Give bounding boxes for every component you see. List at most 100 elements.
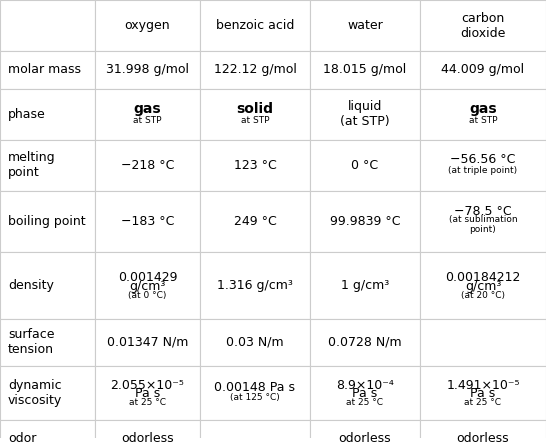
Bar	[0, 89, 95, 140]
Text: benzoic acid: benzoic acid	[216, 19, 294, 32]
Text: solid: solid	[236, 102, 274, 116]
Text: density: density	[8, 279, 54, 292]
Bar	[95, 252, 200, 319]
Text: odor: odor	[8, 432, 37, 445]
Text: 249 °C: 249 °C	[234, 215, 276, 228]
Text: (at triple point): (at triple point)	[448, 166, 518, 175]
Text: Pa s: Pa s	[135, 388, 160, 400]
Bar	[95, 191, 200, 252]
Text: 1 g/cm³: 1 g/cm³	[341, 279, 389, 292]
Bar	[420, 51, 546, 89]
Bar	[310, 51, 420, 89]
Bar	[200, 252, 310, 319]
Text: 18.015 g/mol: 18.015 g/mol	[323, 63, 407, 77]
Text: melting
point: melting point	[8, 151, 56, 179]
Text: at 25 °C: at 25 °C	[129, 398, 166, 407]
Text: −56.56 °C: −56.56 °C	[450, 153, 515, 166]
Text: at STP: at STP	[469, 116, 497, 125]
Bar	[310, 191, 420, 252]
Bar	[0, 420, 95, 445]
Text: surface
tension: surface tension	[8, 328, 55, 356]
Bar	[0, 140, 95, 191]
Text: 122.12 g/mol: 122.12 g/mol	[213, 63, 296, 77]
Bar	[200, 191, 310, 252]
Text: Pa s: Pa s	[352, 388, 378, 400]
Text: dynamic
viscosity: dynamic viscosity	[8, 379, 62, 407]
Text: 2.055×10⁻⁵: 2.055×10⁻⁵	[110, 379, 185, 392]
Bar	[0, 51, 95, 89]
Text: 0.00184212: 0.00184212	[446, 271, 521, 284]
Bar	[95, 0, 200, 51]
Bar	[310, 319, 420, 366]
Text: 0.00148 Pa s: 0.00148 Pa s	[215, 380, 295, 393]
Text: at STP: at STP	[133, 116, 162, 125]
Text: water: water	[347, 19, 383, 32]
Text: carbon
dioxide: carbon dioxide	[460, 12, 506, 40]
Bar	[200, 89, 310, 140]
Bar	[420, 191, 546, 252]
Text: (at sublimation
point): (at sublimation point)	[449, 214, 517, 234]
Bar	[420, 252, 546, 319]
Bar	[200, 51, 310, 89]
Text: 0 °C: 0 °C	[352, 159, 378, 172]
Text: odorless: odorless	[121, 432, 174, 445]
Bar	[95, 51, 200, 89]
Text: gas: gas	[469, 102, 497, 116]
Text: liquid
(at STP): liquid (at STP)	[340, 100, 390, 128]
Text: g/cm³: g/cm³	[129, 280, 165, 293]
Bar	[200, 420, 310, 445]
Text: g/cm³: g/cm³	[465, 280, 501, 293]
Text: 8.9×10⁻⁴: 8.9×10⁻⁴	[336, 379, 394, 392]
Bar	[310, 89, 420, 140]
Bar	[420, 140, 546, 191]
Bar	[420, 420, 546, 445]
Text: 44.009 g/mol: 44.009 g/mol	[441, 63, 525, 77]
Bar	[200, 140, 310, 191]
Bar	[200, 0, 310, 51]
Text: (at 20 °C): (at 20 °C)	[461, 291, 505, 299]
Text: −183 °C: −183 °C	[121, 215, 174, 228]
Text: 1.316 g/cm³: 1.316 g/cm³	[217, 279, 293, 292]
Bar	[310, 140, 420, 191]
Bar	[310, 252, 420, 319]
Bar	[0, 366, 95, 420]
Bar	[420, 0, 546, 51]
Text: at 25 °C: at 25 °C	[347, 398, 383, 407]
Bar	[200, 366, 310, 420]
Bar	[0, 191, 95, 252]
Text: 0.001429: 0.001429	[118, 271, 177, 284]
Text: (at 0 °C): (at 0 °C)	[128, 291, 167, 299]
Bar	[95, 366, 200, 420]
Text: 0.01347 N/m: 0.01347 N/m	[107, 336, 188, 349]
Bar	[0, 0, 95, 51]
Text: Pa s: Pa s	[470, 388, 496, 400]
Text: 99.9839 °C: 99.9839 °C	[330, 215, 400, 228]
Bar	[95, 140, 200, 191]
Text: −78.5 °C: −78.5 °C	[454, 205, 512, 218]
Text: odorless: odorless	[456, 432, 509, 445]
Text: boiling point: boiling point	[8, 215, 86, 228]
Bar	[95, 319, 200, 366]
Text: 31.998 g/mol: 31.998 g/mol	[106, 63, 189, 77]
Text: gas: gas	[134, 102, 161, 116]
Text: molar mass: molar mass	[8, 63, 81, 77]
Bar	[420, 319, 546, 366]
Text: 0.03 N/m: 0.03 N/m	[226, 336, 284, 349]
Bar	[0, 319, 95, 366]
Text: 0.0728 N/m: 0.0728 N/m	[328, 336, 402, 349]
Bar	[310, 366, 420, 420]
Text: 123 °C: 123 °C	[234, 159, 276, 172]
Bar	[420, 366, 546, 420]
Bar	[0, 252, 95, 319]
Text: oxygen: oxygen	[124, 19, 170, 32]
Bar	[310, 0, 420, 51]
Bar	[95, 89, 200, 140]
Text: (at 125 °C): (at 125 °C)	[230, 393, 280, 402]
Text: at 25 °C: at 25 °C	[465, 398, 501, 407]
Bar	[200, 319, 310, 366]
Text: odorless: odorless	[339, 432, 391, 445]
Text: at STP: at STP	[241, 116, 269, 125]
Text: phase: phase	[8, 108, 46, 121]
Text: −218 °C: −218 °C	[121, 159, 174, 172]
Text: 1.491×10⁻⁵: 1.491×10⁻⁵	[446, 379, 520, 392]
